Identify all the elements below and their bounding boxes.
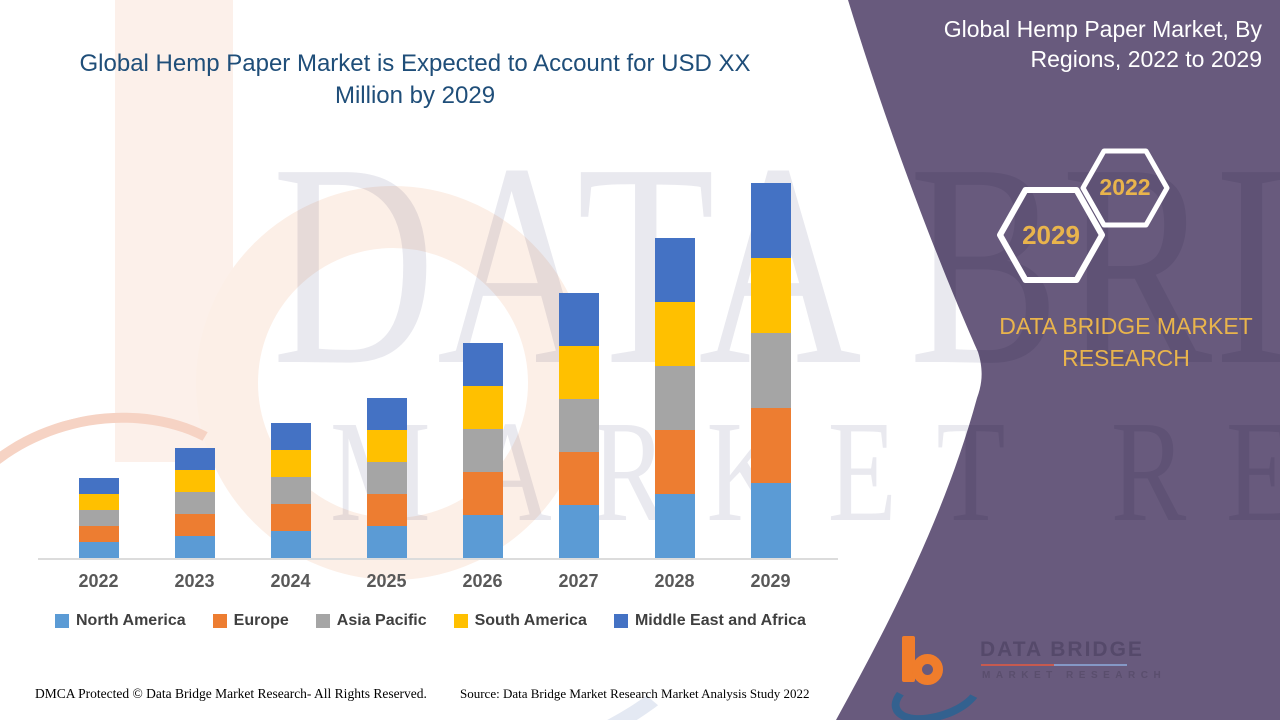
bar-segment-2025-north-america [366, 526, 407, 558]
legend-item-asia-pacific: Asia Pacific [315, 612, 427, 630]
bar-segment-2026-europe [462, 472, 503, 515]
bar-segment-2025-middle-east-and-africa [366, 398, 407, 430]
legend-label: Europe [233, 612, 289, 629]
legend-label: Asia Pacific [336, 612, 427, 629]
bar-segment-2024-middle-east-and-africa [270, 423, 311, 450]
page-title-line2: Million by 2029 [334, 81, 496, 109]
bar-segment-2025-asia-pacific [366, 462, 407, 494]
bar-segment-2029-north-america [750, 483, 791, 558]
legend-marker-icon [453, 614, 468, 628]
bar-segment-2023-north-america [174, 536, 215, 558]
page-title-line1: Global Hemp Paper Market is Expected to … [79, 50, 751, 77]
x-axis-label-2022: 2022 [78, 571, 119, 591]
x-axis-label-2026: 2026 [462, 571, 503, 591]
bar-segment-2023-south-america [174, 470, 215, 492]
bar-segment-2022-south-america [78, 494, 119, 510]
bar-segment-2022-north-america [78, 542, 119, 558]
bar-segment-2026-south-america [462, 386, 503, 429]
bar-segment-2023-asia-pacific [174, 492, 215, 514]
legend-label: South America [474, 612, 587, 629]
bar-segment-2026-asia-pacific [462, 429, 503, 472]
bar-segment-2028-south-america [654, 302, 695, 366]
bar-segment-2027-north-america [558, 505, 599, 558]
bar-segment-2024-north-america [270, 531, 311, 558]
bar-segment-2027-middle-east-and-africa [558, 293, 599, 346]
footer-copyright: DMCA Protected © Data Bridge Market Rese… [35, 686, 427, 701]
chart-legend: North America Europe Asia Pacific South Ame… [55, 612, 845, 630]
page-title: Global Hemp Paper Market is Expected to … [55, 48, 775, 112]
logo-divider [981, 664, 1127, 666]
bar-segment-2029-south-america [750, 258, 791, 333]
bar-segment-2023-middle-east-and-africa [174, 448, 215, 470]
bar-segment-2028-europe [654, 430, 695, 494]
hexagon-label-2022: 2022 [1099, 174, 1151, 200]
footer-source: Source: Data Bridge Market Research Mark… [460, 686, 810, 701]
bar-segment-2027-asia-pacific [558, 399, 599, 452]
bar-segment-2024-europe [270, 504, 311, 531]
bar-segment-2022-europe [78, 526, 119, 542]
bar-segment-2028-north-america [654, 494, 695, 558]
bar-segment-2029-asia-pacific [750, 333, 791, 408]
bar-segment-2024-south-america [270, 450, 311, 477]
bar-segment-2028-asia-pacific [654, 366, 695, 430]
logo-subtitle: MARKET RESEARCH [982, 670, 1167, 681]
bar-segment-2023-europe [174, 514, 215, 536]
legend-marker-icon [55, 614, 69, 628]
legend-marker-icon [212, 614, 227, 628]
legend-item-middle-east-and-africa: Middle East and Africa [613, 612, 806, 630]
x-axis-line [38, 558, 838, 560]
legend-label: North America [76, 612, 186, 629]
legend-marker-icon [315, 614, 330, 628]
x-axis-label-2028: 2028 [654, 571, 695, 591]
data-bridge-logo: DATA BRIDGE MARKET RESEARCH [884, 630, 1161, 720]
legend-item-north-america: North America [55, 612, 186, 630]
bar-segment-2029-middle-east-and-africa [750, 183, 791, 258]
bar-segment-2025-europe [366, 494, 407, 526]
hexagon-label-2029: 2029 [1022, 220, 1080, 250]
legend-item-south-america: South America [453, 612, 587, 630]
bar-segment-2027-south-america [558, 346, 599, 399]
x-axis-label-2025: 2025 [366, 571, 407, 591]
x-axis-label-2027: 2027 [558, 571, 599, 591]
x-axis-label-2023: 2023 [174, 571, 215, 591]
legend-item-europe: Europe [212, 612, 289, 630]
bar-segment-2022-asia-pacific [78, 510, 119, 526]
bar-segment-2025-south-america [366, 430, 407, 462]
bar-segment-2026-north-america [462, 515, 503, 558]
logo-wordmark: DATA BRIDGE [980, 638, 1144, 661]
x-axis-label-2029: 2029 [750, 571, 791, 591]
legend-label: Middle East and Africa [634, 612, 806, 629]
bar-segment-2028-middle-east-and-africa [654, 238, 695, 302]
x-axis-label-2024: 2024 [270, 571, 311, 591]
legend-marker-icon [613, 614, 628, 628]
bar-segment-2027-europe [558, 452, 599, 505]
bar-segment-2029-europe [750, 408, 791, 483]
bar-segment-2024-asia-pacific [270, 477, 311, 504]
bar-segment-2026-middle-east-and-africa [462, 343, 503, 386]
bar-segment-2022-middle-east-and-africa [78, 478, 119, 494]
